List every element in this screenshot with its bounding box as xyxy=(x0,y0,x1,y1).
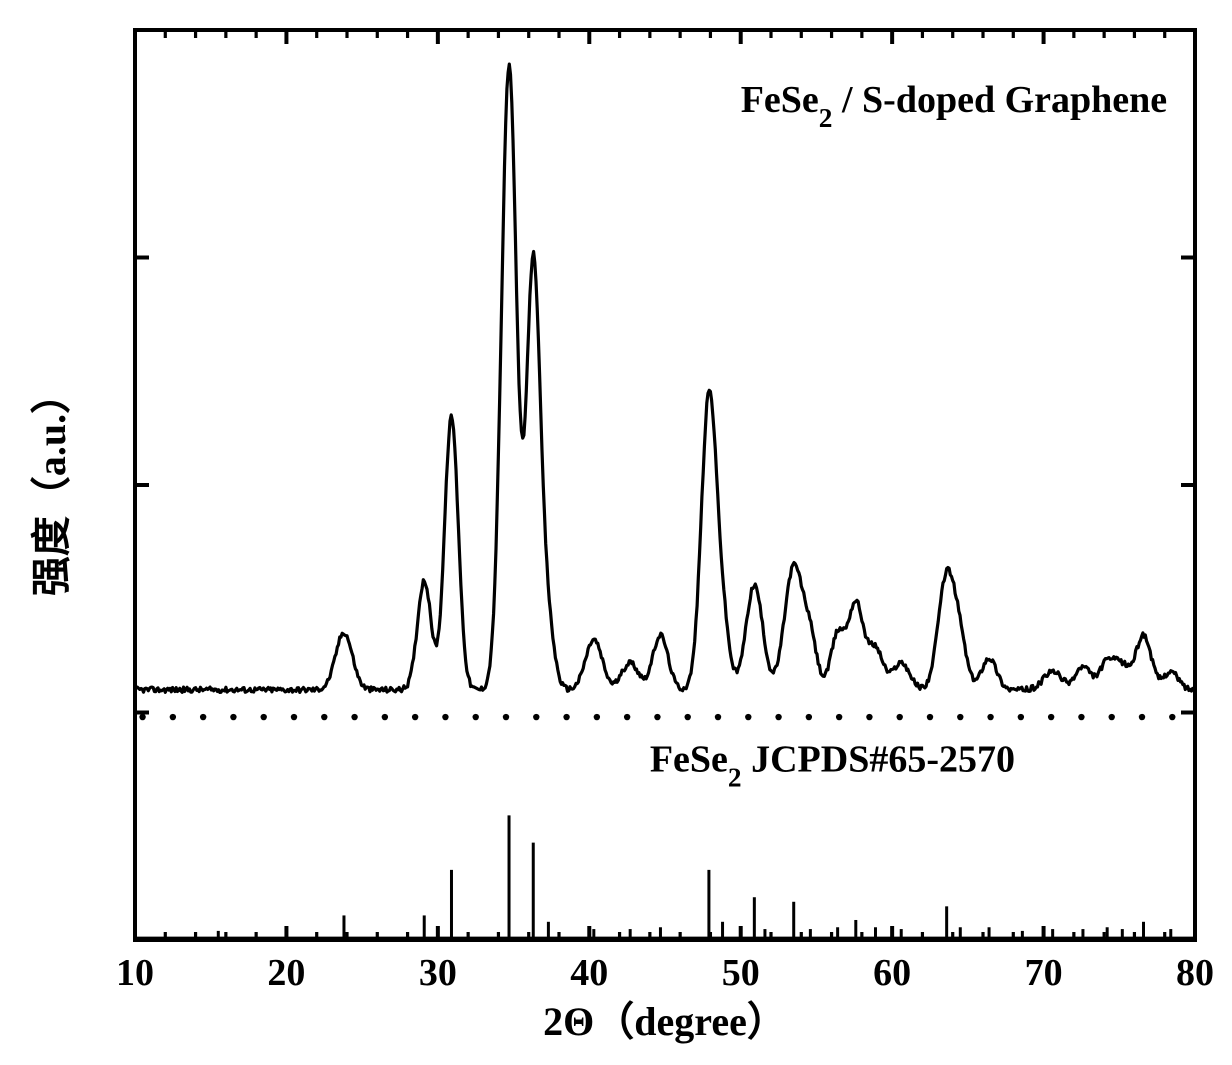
divider-dot xyxy=(836,714,842,720)
divider-dot xyxy=(382,714,388,720)
divider-dot xyxy=(987,714,993,720)
x-tick-label: 80 xyxy=(1176,952,1214,994)
divider-dot xyxy=(1078,714,1084,720)
xrd-chart: 10203040506070802Θ（degree）强度（a.u.）FeSe2 … xyxy=(0,0,1232,1065)
divider-dot xyxy=(1169,714,1175,720)
divider-dot xyxy=(321,714,327,720)
divider-dot xyxy=(170,714,176,720)
divider-dot xyxy=(473,714,479,720)
x-tick-label: 30 xyxy=(419,952,457,994)
divider-dot xyxy=(1109,714,1115,720)
x-tick-label: 60 xyxy=(873,952,911,994)
chart-bg xyxy=(0,0,1232,1065)
divider-dot xyxy=(261,714,267,720)
divider-dot xyxy=(1018,714,1024,720)
x-tick-label: 20 xyxy=(267,952,305,994)
divider-dot xyxy=(1139,714,1145,720)
divider-dot xyxy=(654,714,660,720)
divider-dot xyxy=(624,714,630,720)
x-tick-label: 40 xyxy=(570,952,608,994)
chart-container: 10203040506070802Θ（degree）强度（a.u.）FeSe2 … xyxy=(0,0,1232,1065)
divider-dot xyxy=(866,714,872,720)
x-axis-label: 2Θ（degree） xyxy=(543,999,787,1044)
divider-dot xyxy=(200,714,206,720)
divider-dot xyxy=(563,714,569,720)
x-tick-label: 50 xyxy=(722,952,760,994)
divider-dot xyxy=(745,714,751,720)
divider-dot xyxy=(533,714,539,720)
divider-dot xyxy=(412,714,418,720)
divider-dot xyxy=(351,714,357,720)
divider-dot xyxy=(806,714,812,720)
divider-dot xyxy=(503,714,509,720)
divider-dot xyxy=(442,714,448,720)
divider-dot xyxy=(230,714,236,720)
divider-dot xyxy=(594,714,600,720)
divider-dot xyxy=(957,714,963,720)
x-tick-label: 70 xyxy=(1025,952,1063,994)
divider-dot xyxy=(927,714,933,720)
divider-dot xyxy=(139,714,145,720)
divider-dot xyxy=(775,714,781,720)
divider-dot xyxy=(1048,714,1054,720)
divider-dot xyxy=(715,714,721,720)
x-tick-label: 10 xyxy=(116,952,154,994)
divider-dot xyxy=(897,714,903,720)
divider-dot xyxy=(291,714,297,720)
y-axis-label: 强度（a.u.） xyxy=(29,374,74,596)
divider-dot xyxy=(685,714,691,720)
